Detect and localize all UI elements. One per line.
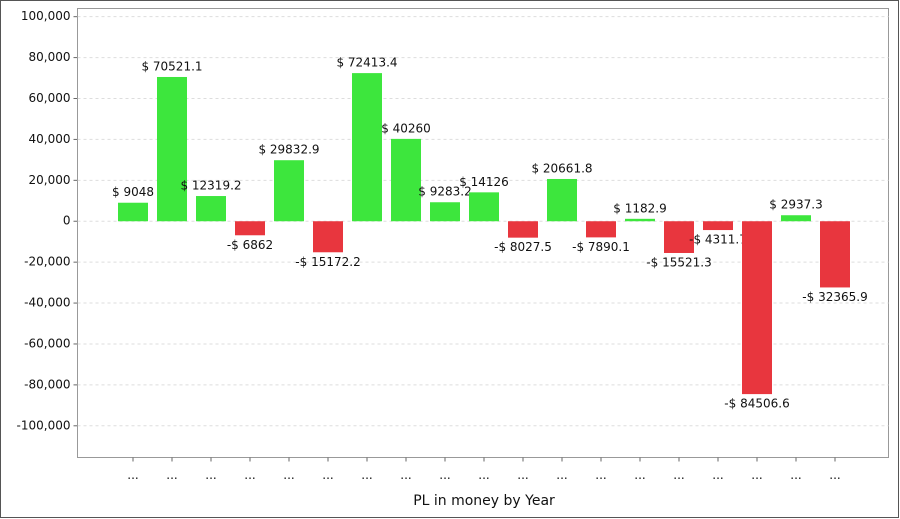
y-tick-label: 40,000 [29,132,71,146]
data-label: $ 9283.2 [418,185,471,199]
y-tick-label: -60,000 [24,336,70,350]
data-label: $ 70521.1 [141,59,202,73]
bar [118,202,148,222]
x-tick-label: ... [634,468,645,482]
data-label: $ 1182.9 [613,201,666,215]
bar [469,192,499,222]
data-label: $ 72413.4 [336,56,397,70]
x-tick-label: ... [205,468,216,482]
y-tick-label: -80,000 [24,377,70,391]
bar [508,221,538,238]
bar [547,178,577,222]
y-tick-label: 80,000 [29,50,71,64]
x-tick-label: ... [751,468,762,482]
x-tick-label: ... [790,468,801,482]
data-label: -$ 84506.6 [724,397,789,411]
data-label: $ 29832.9 [258,143,319,157]
y-tick-label: 100,000 [21,9,71,23]
data-label: -$ 6862 [227,238,273,252]
bar [352,73,382,222]
bar [196,196,226,222]
x-tick-label: ... [361,468,372,482]
x-tick-label: ... [478,468,489,482]
x-tick-label: ... [127,468,138,482]
data-label: -$ 8027.5 [494,240,552,254]
x-tick-label: ... [400,468,411,482]
bar [703,221,733,231]
data-label: $ 12319.2 [180,179,241,193]
data-label: $ 14126 [459,175,509,189]
bar [313,221,343,253]
data-label: -$ 15172.2 [295,255,360,269]
x-tick-label: ... [166,468,177,482]
x-tick-label: ... [595,468,606,482]
bar [157,76,187,222]
bar [625,218,655,222]
y-tick-label: -40,000 [24,296,70,310]
y-tick-label: -100,000 [17,418,71,432]
data-label: -$ 32365.9 [802,290,867,304]
bar [430,202,460,222]
y-tick-label: 0 [63,214,71,228]
data-label: $ 40260 [381,121,431,135]
data-label: $ 9048 [112,185,154,199]
data-label: -$ 4311.7 [689,233,747,247]
x-tick-label: ... [712,468,723,482]
x-tick-label: ... [556,468,567,482]
bar [274,160,304,222]
data-label: $ 2937.3 [769,198,822,212]
bar [820,221,850,288]
data-label: $ 20661.8 [531,161,592,175]
y-tick-label: 20,000 [29,173,71,187]
data-label: -$ 7890.1 [572,240,630,254]
y-tick-label: -20,000 [24,255,70,269]
bar [781,215,811,222]
x-tick-label: ... [673,468,684,482]
bar [664,221,694,253]
bar [391,138,421,222]
x-tick-label: ... [517,468,528,482]
bar [586,221,616,238]
x-tick-label: ... [439,468,450,482]
data-label: -$ 15521.3 [646,255,711,269]
bar [742,221,772,395]
x-tick-label: ... [283,468,294,482]
x-axis-label: PL in money by Year [413,493,555,509]
plot-area [77,8,889,458]
x-tick-label: ... [322,468,333,482]
bar [235,221,265,236]
x-tick-label: ... [829,468,840,482]
x-tick-label: ... [244,468,255,482]
y-tick-label: 60,000 [29,91,71,105]
